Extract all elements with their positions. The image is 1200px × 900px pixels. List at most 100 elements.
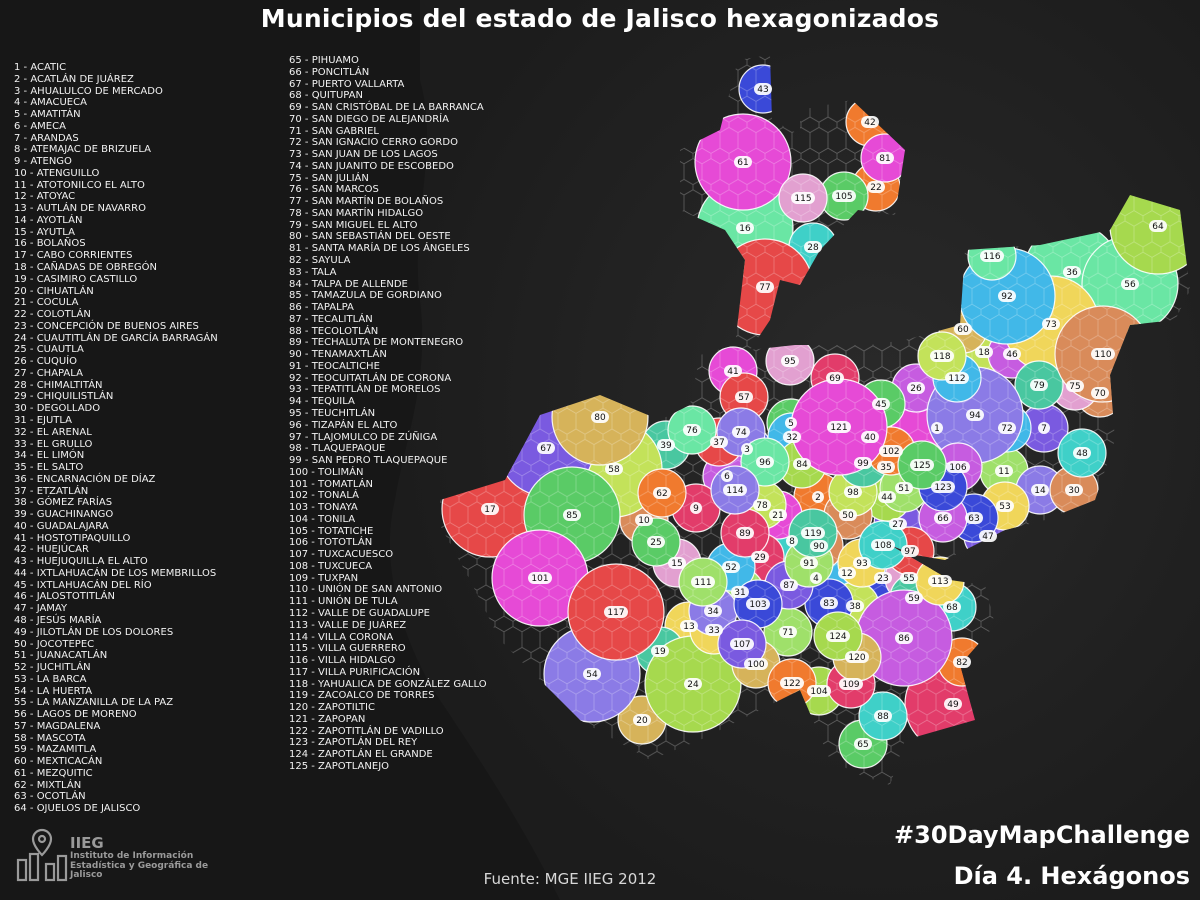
municipality-number: 42	[864, 118, 875, 128]
municipality-label-bg	[910, 459, 934, 471]
legend-entry: 17 - CABO CORRIENTES	[14, 250, 133, 262]
legend-entry: 64 - OJUELOS DE JALISCO	[14, 803, 141, 815]
legend-entry: 60 - MEXTICACÁN	[14, 756, 103, 768]
legend-entry: 101 - TOMATLÁN	[289, 478, 373, 490]
municipality-number: 76	[686, 426, 698, 436]
legend-entry: 121 - ZAPOPAN	[289, 713, 366, 725]
municipality-number: 44	[881, 493, 893, 503]
municipality-number: 57	[738, 393, 749, 403]
municipality-number: 23	[877, 574, 888, 584]
legend-entry: 2 - ACATLÁN DE JUÁREZ	[14, 73, 134, 85]
municipality-number: 75	[1069, 382, 1080, 392]
legend-entry: 118 - YAHUALICA DE GONZÁLEZ GALLO	[289, 678, 487, 690]
legend-entry: 5 - AMATITÁN	[14, 109, 81, 121]
challenge-day: Día 4. Hexágonos	[953, 862, 1190, 890]
municipality-label-bg	[995, 465, 1013, 477]
legend-entry: 112 - VALLE DE GUADALUPE	[289, 607, 430, 619]
municipality-label-bg	[721, 470, 733, 482]
challenge-hashtag: #30DayMapChallenge	[894, 821, 1190, 849]
municipality-number: 89	[739, 529, 751, 539]
municipality-label-bg	[895, 632, 913, 644]
municipality-label-bg	[878, 491, 896, 503]
source-credit: Fuente: MGE IIEG 2012	[483, 870, 657, 888]
municipality-label-bg	[804, 241, 822, 253]
legend-entry: 62 - MIXTLÁN	[14, 779, 82, 791]
municipality-label-bg	[980, 250, 1004, 262]
municipality-label-bg	[861, 431, 879, 443]
legend-entry: 19 - CASIMIRO CASTILLO	[14, 273, 138, 285]
municipality-number: 81	[879, 154, 890, 164]
legend-entry: 95 - TEUCHITLÁN	[289, 407, 376, 419]
legend-entry: 9 - ATENGO	[14, 156, 72, 168]
municipality-label-bg	[633, 714, 651, 726]
municipality-number: 105	[835, 192, 852, 202]
legend-entry: 48 - JESÚS MARÍA	[14, 614, 102, 626]
municipality-number: 68	[946, 603, 958, 613]
municipality-label-bg	[900, 572, 918, 584]
municipality-label-bg	[965, 512, 983, 524]
municipality-label-bg	[928, 575, 952, 587]
legend-entry: 16 - BOLAÑOS	[14, 238, 86, 250]
legend-entry: 71 - SAN GABRIEL	[289, 125, 379, 137]
municipality-number: 59	[908, 594, 920, 604]
municipality-label-bg	[1030, 379, 1048, 391]
municipality-label-bg	[751, 551, 769, 563]
municipality-label-bg	[832, 190, 856, 202]
municipality-label-bg	[931, 422, 943, 434]
municipality-label-bg	[1073, 447, 1091, 459]
municipality-label-bg	[931, 481, 955, 493]
municipality-number: 37	[713, 438, 724, 448]
legend-entry: 84 - TALPA DE ALLENDE	[289, 278, 408, 290]
municipality-number: 82	[956, 658, 967, 668]
legend-entry: 125 - ZAPOTLANEJO	[289, 760, 390, 772]
municipality-number: 18	[978, 348, 990, 358]
municipality-number: 10	[638, 516, 650, 526]
municipality-label-bg	[780, 579, 798, 591]
legend-entry: 41 - HOSTOTIPAQUILLO	[14, 532, 131, 544]
legend-entry: 72 - SAN IGNACIO CERRO GORDO	[289, 137, 458, 149]
municipality-label-bg	[907, 382, 925, 394]
legend-entry: 15 - AYUTLA	[14, 226, 75, 238]
municipality-number: 67	[540, 444, 551, 454]
municipality-label-bg	[946, 461, 970, 473]
municipality-label-bg	[563, 509, 581, 521]
municipality-label-bg	[871, 539, 895, 551]
municipality-number: 5	[788, 419, 794, 429]
municipality-label-bg	[756, 281, 774, 293]
municipality-label-bg	[839, 509, 857, 521]
municipality-number: 49	[947, 700, 959, 710]
legend-entry: 120 - ZAPOTILTIC	[289, 702, 375, 714]
municipality-label-bg	[845, 651, 869, 663]
municipality-number: 62	[656, 489, 667, 499]
legend-entry: 108 - TUXCUECA	[289, 560, 373, 572]
municipality-number: 52	[725, 563, 736, 573]
legend-entry: 76 - SAN MARCOS	[289, 184, 379, 196]
municipality-number: 69	[829, 374, 841, 384]
legend-entry: 115 - VILLA GUERRERO	[289, 643, 406, 655]
legend-entry: 12 - ATOYAC	[14, 191, 76, 203]
legend-entry: 70 - SAN DIEGO DE ALEJANDRÍA	[289, 113, 449, 125]
municipality-number: 58	[608, 465, 620, 475]
municipality-label-bg	[872, 398, 890, 410]
municipality-label-bg	[846, 600, 864, 612]
municipality-number: 2	[815, 493, 821, 503]
municipality-number: 125	[913, 461, 930, 471]
legend-entry: 89 - TECHALUTA DE MONTENEGRO	[289, 337, 464, 349]
municipality-number: 108	[874, 541, 891, 551]
legend-entry: 77 - SAN MARTÍN DE BOLAÑOS	[289, 196, 444, 208]
municipality-label-bg	[854, 457, 872, 469]
municipality-label-bg	[537, 442, 555, 454]
municipality-label-bg	[874, 572, 892, 584]
municipality-number: 104	[810, 687, 827, 697]
legend-entry: 87 - TECALITLÁN	[289, 313, 373, 325]
municipality-label-bg	[839, 678, 863, 690]
legend-entry: 49 - JILOTLÁN DE LOS DOLORES	[14, 626, 174, 638]
municipality-number: 83	[823, 599, 834, 609]
legend-entry: 99 - SAN PEDRO TLAQUEPAQUE	[289, 455, 448, 467]
municipality-label-bg	[826, 372, 844, 384]
municipality-label-bg	[1063, 266, 1081, 278]
municipality-label-bg	[668, 557, 686, 569]
municipality-number: 103	[749, 600, 766, 610]
municipality-number: 60	[957, 325, 969, 335]
legend-entry: 123 - ZAPOTLÁN DEL REY	[289, 737, 418, 749]
